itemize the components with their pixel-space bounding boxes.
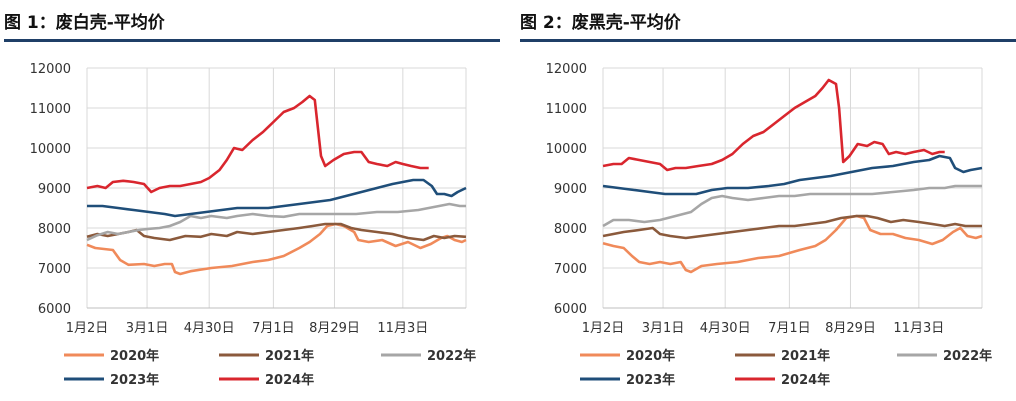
- x-tick-label: 8月29日: [825, 321, 876, 336]
- x-tick-label: 7月1日: [252, 321, 295, 336]
- title-rule: [520, 39, 1016, 42]
- y-tick-label: 8000: [554, 222, 587, 237]
- series-line-5: [86, 94, 429, 194]
- y-tick-label: 8000: [38, 222, 71, 237]
- y-tick-label: 9000: [554, 182, 587, 197]
- x-tick-label: 11月3日: [377, 321, 428, 336]
- y-tick-label: 11000: [546, 102, 587, 117]
- chart-panel-1: 图 1：废白壳-平均价 6000 7000 8000 9000 10000 11000 12…: [4, 0, 500, 401]
- y-tick-label: 10000: [546, 142, 587, 157]
- y-tick-label: 6000: [38, 302, 71, 317]
- legend-label: 2020年: [110, 348, 159, 364]
- x-tick-label: 11月3日: [893, 321, 944, 336]
- legend-label: 2023年: [110, 372, 159, 388]
- series-line-4: [87, 178, 467, 218]
- y-tick-label: 9000: [38, 182, 71, 197]
- series-line-2: [86, 222, 467, 242]
- legend-label: 2024年: [781, 372, 830, 388]
- series-line-3: [602, 184, 982, 228]
- legend-label: 2021年: [781, 348, 830, 364]
- y-tick-label: 12000: [546, 62, 587, 77]
- x-tick-label: 1月2日: [582, 321, 625, 336]
- chart-panel-2: 图 2：废黑壳-平均价 6000 7000 8000 9000 10000 11000 12…: [520, 0, 1016, 401]
- legend-label: 2020年: [626, 348, 675, 364]
- series-line-3: [86, 202, 466, 242]
- y-tick-label: 7000: [554, 262, 587, 277]
- series-line-2: [602, 214, 982, 240]
- line-chart-black-shell: 6000 7000 8000 9000 10000 11000 12000 1月2日 3月1日 4…: [546, 62, 993, 388]
- series-line-5: [602, 78, 945, 172]
- x-tick-label: 3月1日: [126, 321, 169, 336]
- y-tick-label: 7000: [38, 262, 71, 277]
- line-chart-white-shell: 6000 7000 8000 9000 10000 11000 12000 1月2日 3月1日 4…: [30, 62, 477, 388]
- legend-label: 2023年: [626, 372, 675, 388]
- series-line-4: [602, 154, 983, 196]
- y-tick-label: 6000: [554, 302, 587, 317]
- chart-title: 图 1：废白壳-平均价: [4, 13, 165, 33]
- x-tick-label: 1月2日: [66, 321, 109, 336]
- chart-title: 图 2：废黑壳-平均价: [520, 13, 681, 33]
- y-tick-label: 11000: [30, 102, 71, 117]
- x-tick-label: 4月30日: [184, 321, 235, 336]
- x-tick-label: 8月29日: [309, 321, 360, 336]
- y-tick-label: 12000: [30, 62, 71, 77]
- series-line-1: [602, 214, 983, 274]
- title-rule: [4, 39, 500, 42]
- y-tick-label: 10000: [30, 142, 71, 157]
- x-tick-label: 7月1日: [768, 321, 811, 336]
- legend-label: 2024年: [265, 372, 314, 388]
- legend-label: 2022年: [427, 348, 476, 364]
- x-tick-label: 3月1日: [642, 321, 685, 336]
- x-tick-label: 4月30日: [700, 321, 751, 336]
- legend-label: 2022年: [943, 348, 992, 364]
- legend-label: 2021年: [265, 348, 314, 364]
- series-line-1: [86, 222, 467, 276]
